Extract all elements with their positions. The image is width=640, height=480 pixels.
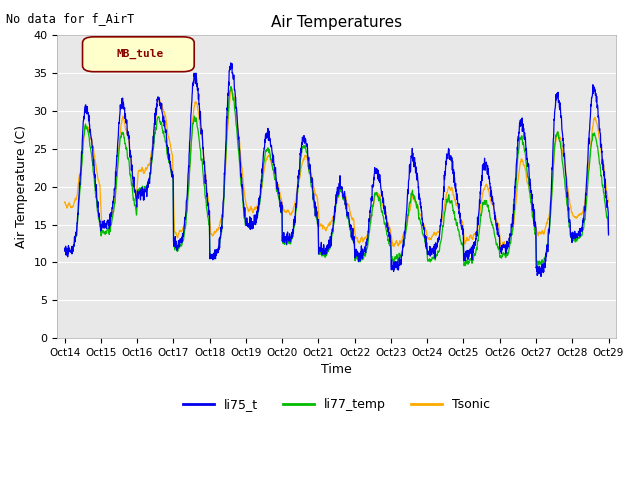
Tsonic <box>605 199 612 204</box>
Tsonic <box>572 216 580 221</box>
li77_temp <box>605 231 612 237</box>
Y-axis label: Air Temperature (C): Air Temperature (C) <box>15 125 28 248</box>
Text: MB_tule: MB_tule <box>116 49 164 60</box>
li77_temp <box>212 250 220 255</box>
li75_t <box>212 252 220 258</box>
Tsonic <box>495 221 502 227</box>
li77_temp <box>534 264 541 270</box>
li75_t <box>572 231 580 237</box>
li75_t <box>61 248 68 254</box>
Tsonic <box>61 200 68 205</box>
Tsonic <box>557 136 564 142</box>
Legend: li75_t, li77_temp, Tsonic: li75_t, li77_temp, Tsonic <box>178 393 495 416</box>
li77_temp <box>364 239 372 244</box>
Line: li75_t: li75_t <box>65 63 609 276</box>
Tsonic <box>228 86 236 92</box>
li75_t <box>364 228 372 234</box>
li77_temp <box>572 236 580 241</box>
Title: Air Temperatures: Air Temperatures <box>271 15 402 30</box>
li75_t <box>605 232 612 238</box>
li77_temp <box>495 247 502 252</box>
Line: li77_temp: li77_temp <box>65 86 609 267</box>
Tsonic <box>212 228 220 234</box>
Text: No data for f_AirT: No data for f_AirT <box>6 12 134 25</box>
Tsonic <box>497 245 505 251</box>
li75_t <box>495 232 502 238</box>
X-axis label: Time: Time <box>321 363 352 376</box>
FancyBboxPatch shape <box>83 37 194 72</box>
li77_temp <box>353 252 360 258</box>
li77_temp <box>61 247 68 253</box>
Tsonic <box>353 235 360 240</box>
li75_t <box>557 115 564 120</box>
Tsonic <box>364 227 372 233</box>
li77_temp <box>557 146 564 152</box>
li75_t <box>353 252 360 258</box>
Line: Tsonic: Tsonic <box>65 89 609 248</box>
li75_t <box>227 60 235 66</box>
li75_t <box>537 274 545 279</box>
li77_temp <box>227 84 235 89</box>
